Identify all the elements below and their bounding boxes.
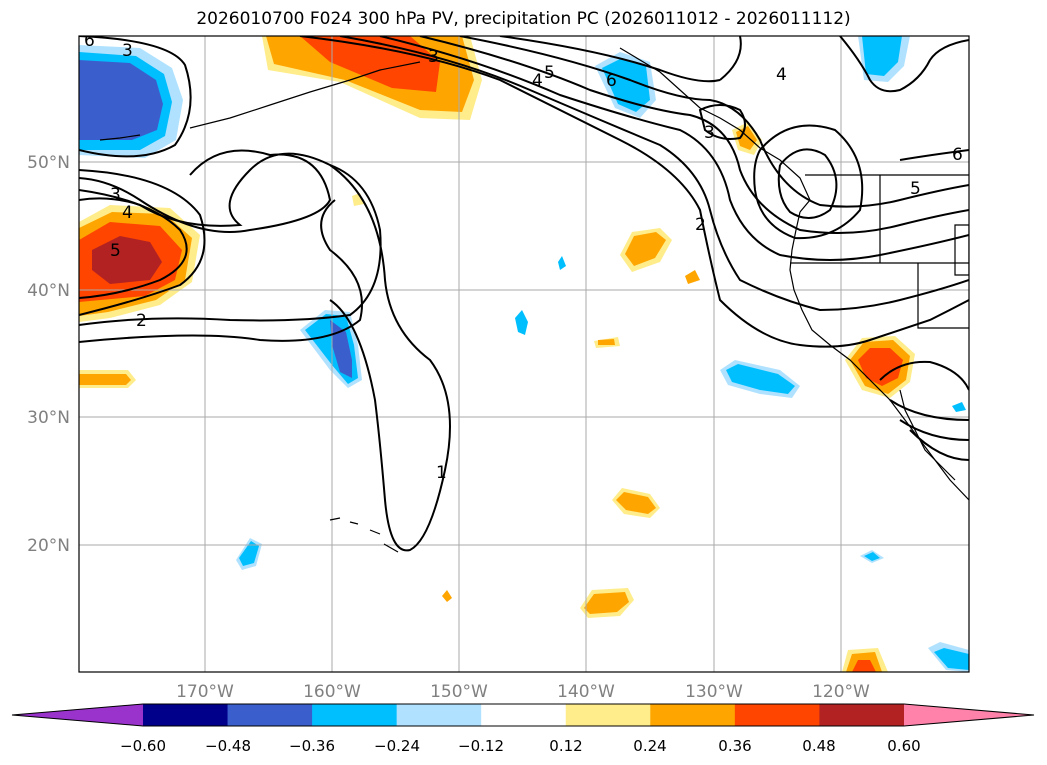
lat-label-40n: 40°N xyxy=(27,281,70,301)
svg-text:6: 6 xyxy=(606,71,617,91)
colorbar xyxy=(11,703,1035,727)
svg-text:6: 6 xyxy=(84,31,95,51)
svg-text:2: 2 xyxy=(695,215,706,235)
colorbar-segment xyxy=(819,704,905,726)
colorbar-extend-low xyxy=(12,704,143,726)
colorbar-tick: −0.12 xyxy=(458,737,504,755)
colorbar-ticks: −0.60 −0.48 −0.36 −0.24 −0.12 0.12 0.24 … xyxy=(120,737,921,755)
lat-label-20n: 20°N xyxy=(27,536,70,556)
lat-label-30n: 30°N xyxy=(27,408,70,428)
map-title: 2026010700 F024 300 hPa PV, precipitatio… xyxy=(196,9,851,29)
svg-text:4: 4 xyxy=(122,203,133,223)
svg-text:3: 3 xyxy=(428,47,439,67)
latitude-labels: 50°N 40°N 30°N 20°N xyxy=(27,153,70,556)
svg-text:3: 3 xyxy=(704,123,715,143)
pv-contours xyxy=(79,36,969,552)
colorbar-extend-high xyxy=(904,704,1034,726)
colorbar-segment xyxy=(143,704,229,726)
colorbar-tick: 0.12 xyxy=(549,737,582,755)
svg-text:3: 3 xyxy=(122,41,133,61)
svg-text:4: 4 xyxy=(776,65,787,85)
colorbar-segment xyxy=(650,704,736,726)
colorbar-tick: −0.24 xyxy=(374,737,420,755)
colorbar-tick: −0.36 xyxy=(289,737,335,755)
svg-text:5: 5 xyxy=(110,241,121,261)
svg-text:6: 6 xyxy=(952,145,963,165)
colorbar-tick: 0.24 xyxy=(633,737,666,755)
colorbar-segment xyxy=(481,704,567,726)
lat-label-50n: 50°N xyxy=(27,153,70,173)
contour-labels: 3 4 5 6 3 4 5 6 3 2 2 1 5 6 3 4 xyxy=(84,31,963,483)
svg-text:1: 1 xyxy=(436,463,447,483)
lon-label-130w: 130°W xyxy=(685,682,743,702)
lon-label-160w: 160°W xyxy=(303,682,361,702)
colorbar-segment xyxy=(396,704,482,726)
svg-text:5: 5 xyxy=(910,179,921,199)
colorbar-tick: −0.60 xyxy=(120,737,166,755)
lon-label-140w: 140°W xyxy=(557,682,615,702)
svg-text:3: 3 xyxy=(110,185,121,205)
svg-text:2: 2 xyxy=(136,311,147,331)
colorbar-segment xyxy=(227,704,313,726)
colorbar-tick: 0.48 xyxy=(802,737,835,755)
colorbar-segment xyxy=(734,704,820,726)
svg-text:5: 5 xyxy=(544,63,555,83)
precip-shading xyxy=(79,36,969,672)
colorbar-segment xyxy=(565,704,651,726)
colorbar-outline xyxy=(11,703,1035,727)
map-frame xyxy=(78,35,970,673)
colorbar-tick: −0.48 xyxy=(205,737,251,755)
lon-label-120w: 120°W xyxy=(812,682,870,702)
colorbar-tick: 0.60 xyxy=(887,737,920,755)
graticule xyxy=(79,36,969,672)
lon-label-170w: 170°W xyxy=(176,682,234,702)
map-background xyxy=(79,36,969,672)
colorbar-tick: 0.36 xyxy=(718,737,751,755)
lon-label-150w: 150°W xyxy=(430,682,488,702)
svg-text:4: 4 xyxy=(532,71,543,91)
longitude-labels: 170°W 160°W 150°W 140°W 130°W 120°W xyxy=(176,682,870,702)
colorbar-segment xyxy=(312,704,398,726)
